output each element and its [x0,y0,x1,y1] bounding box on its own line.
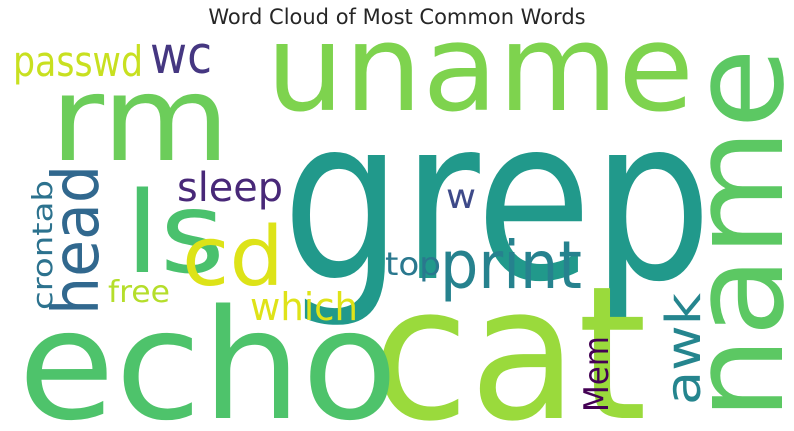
word-passwd: passwd [13,37,143,86]
word-crontab: crontab [26,180,59,310]
word-print: print [440,227,582,304]
word-echo: echo [18,277,398,431]
word-mem: Mem [577,336,617,412]
word-awk: awk [656,293,712,405]
word-rm: rm [50,50,230,188]
word-cat: cat [372,246,647,431]
chart-title: Word Cloud of Most Common Words [208,5,586,29]
word-wc: wc [150,26,212,86]
word-cd: cd [182,210,284,305]
word-top: top [385,245,441,283]
word-sleep: sleep [177,165,283,211]
word-which: which [250,285,358,329]
word-ls: ls [125,169,225,299]
word-name: name [664,48,794,420]
word-w: w [446,177,476,217]
word-grep: grep [282,70,712,332]
word-uname: uname [266,0,694,139]
word-head: head [40,165,114,315]
word-free: free [108,275,170,310]
